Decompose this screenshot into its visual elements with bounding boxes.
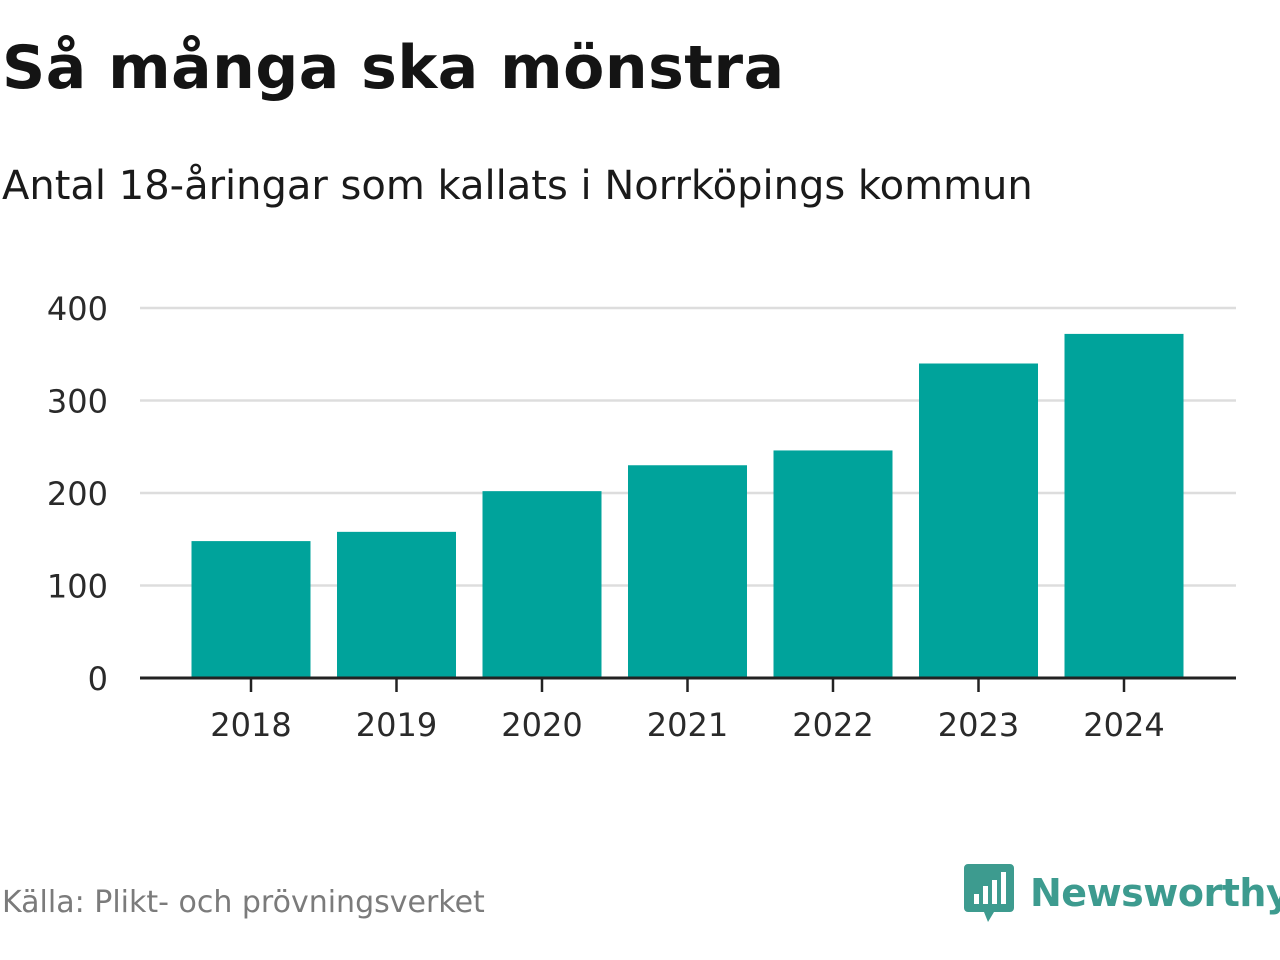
bar-2024 bbox=[1064, 333, 1184, 678]
source-note: Källa: Plikt- och prövningsverket bbox=[2, 885, 485, 920]
brand-name: Newsworthy bbox=[1030, 871, 1280, 915]
y-tick-label-400: 400 bbox=[47, 290, 108, 328]
brand-logo: Newsworthy bbox=[964, 864, 1280, 922]
x-tick-label-2023: 2023 bbox=[938, 706, 1019, 744]
y-tick-label-200: 200 bbox=[47, 475, 108, 513]
chart-title: Så många ska mönstra bbox=[2, 33, 785, 103]
chart-subtitle: Antal 18-åringar som kallats i Norrköpin… bbox=[2, 163, 1033, 209]
x-tick-label-2018: 2018 bbox=[210, 706, 291, 744]
bar-2023 bbox=[919, 363, 1038, 678]
x-tick-label-2024: 2024 bbox=[1083, 706, 1164, 744]
y-tick-label-300: 300 bbox=[47, 383, 108, 421]
bar-2021 bbox=[628, 465, 747, 678]
x-tick-label-2022: 2022 bbox=[792, 706, 873, 744]
x-tick-label-2019: 2019 bbox=[356, 706, 437, 744]
bar-2020 bbox=[482, 491, 602, 678]
x-tick-label-2020: 2020 bbox=[501, 706, 582, 744]
y-tick-label-100: 100 bbox=[47, 568, 108, 606]
newsworthy-logo-icon bbox=[964, 864, 1014, 922]
y-tick-label-0: 0 bbox=[88, 660, 108, 698]
bar-2019 bbox=[337, 531, 456, 678]
bar-2018 bbox=[191, 541, 311, 678]
x-tick-label-2021: 2021 bbox=[647, 706, 728, 744]
bar-2022 bbox=[773, 450, 893, 678]
